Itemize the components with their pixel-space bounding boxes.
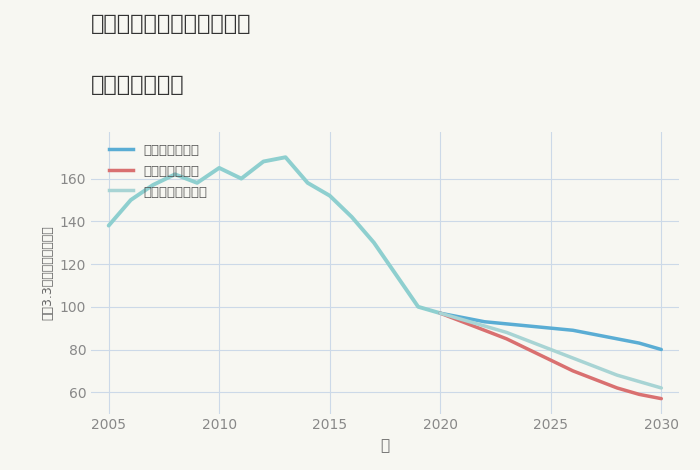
Text: 土地の価格推移: 土地の価格推移 xyxy=(91,75,185,95)
X-axis label: 年: 年 xyxy=(380,438,390,453)
Text: 神奈川県横浜市南区平楽の: 神奈川県横浜市南区平楽の xyxy=(91,14,251,34)
Y-axis label: 平（3.3㎡）単価（万円）: 平（3.3㎡）単価（万円） xyxy=(41,225,54,320)
Legend: グッドシナリオ, バッドシナリオ, ノーマルシナリオ: グッドシナリオ, バッドシナリオ, ノーマルシナリオ xyxy=(109,144,208,199)
